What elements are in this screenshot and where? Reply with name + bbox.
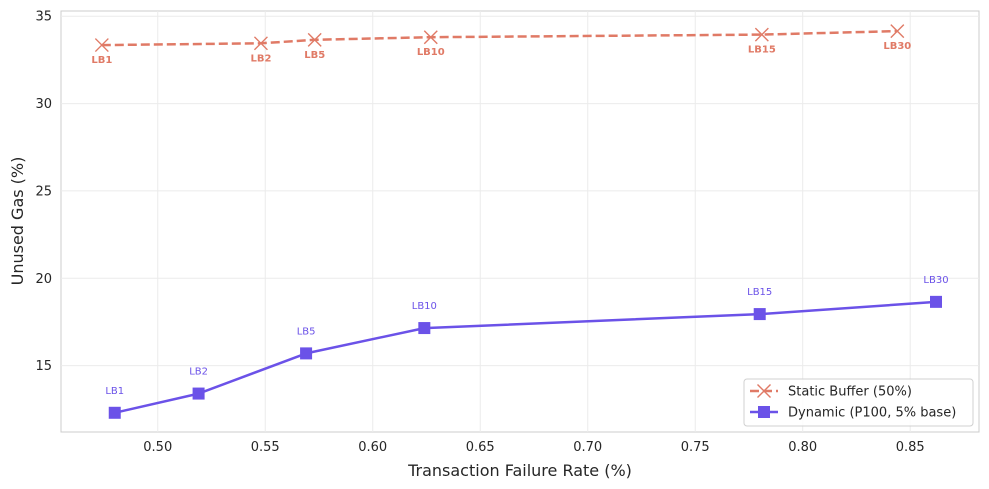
legend-marker xyxy=(758,406,770,418)
data-point-label: LB10 xyxy=(417,47,445,58)
data-point-label: LB1 xyxy=(91,55,112,66)
series-line xyxy=(114,300,937,415)
marker-stroke xyxy=(94,38,109,53)
data-point-marker xyxy=(108,406,121,419)
data-point-marker xyxy=(300,347,313,360)
legend-label: Dynamic (P100, 5% base) xyxy=(788,406,956,421)
data-point-label: LB10 xyxy=(412,301,437,312)
marker-stroke xyxy=(253,36,268,51)
legend-label: Static Buffer (50%) xyxy=(788,385,912,400)
series-line xyxy=(101,29,898,47)
data-point-marker xyxy=(930,295,943,308)
series-static-buffer: LB1 LB2 LB5 LB10 LB15 LB30 xyxy=(91,24,911,66)
legend-box xyxy=(743,378,974,427)
x-tick-label: 0.70 xyxy=(573,440,602,455)
y-tick-label: 15 xyxy=(35,359,52,374)
data-point-label: LB15 xyxy=(748,45,776,56)
marker-stroke xyxy=(757,384,771,398)
marker-stroke xyxy=(423,30,438,45)
data-point-label: LB30 xyxy=(923,275,948,286)
x-tick-label: 0.65 xyxy=(466,440,495,455)
data-point-label: LB5 xyxy=(304,50,325,61)
x-axis-ticks: 0.50 0.55 0.60 0.65 0.70 0.75 0.80 0.85 xyxy=(143,440,924,455)
data-point-label: LB2 xyxy=(189,367,208,378)
data-point-label: LB1 xyxy=(105,386,124,397)
x-tick-label: 0.75 xyxy=(681,440,710,455)
legend: Static Buffer (50%) Dynamic (P100, 5% bas… xyxy=(743,378,974,427)
data-point-marker xyxy=(423,30,438,45)
y-tick-label: 20 xyxy=(35,272,52,287)
x-tick-label: 0.60 xyxy=(358,440,387,455)
plot-area xyxy=(60,10,980,433)
x-tick-label: 0.50 xyxy=(143,440,172,455)
gridlines xyxy=(61,11,979,432)
data-point-marker xyxy=(753,308,766,321)
x-axis-title: Transaction Failure Rate (%) xyxy=(407,461,632,480)
data-point-marker xyxy=(418,322,431,335)
y-axis-ticks: 15 20 25 30 35 xyxy=(35,10,52,374)
marker-stroke xyxy=(307,32,322,47)
data-point-label: LB15 xyxy=(747,287,772,298)
data-point-marker xyxy=(754,27,769,42)
legend-item: Static Buffer (50%) xyxy=(750,384,912,400)
x-tick-label: 0.55 xyxy=(251,440,280,455)
y-tick-label: 30 xyxy=(35,97,52,112)
x-tick-label: 0.80 xyxy=(788,440,817,455)
marker-stroke xyxy=(890,24,905,39)
series-group: LB1 LB2 LB5 LB10 LB15 LB30LB1LB2LB5LB10LB15LB… xyxy=(91,24,949,419)
y-axis-title: Unused Gas (%) xyxy=(8,157,27,286)
data-point-marker xyxy=(192,387,205,400)
data-point-marker xyxy=(307,32,322,47)
data-point-marker xyxy=(94,38,109,53)
data-point-marker xyxy=(253,36,268,51)
y-tick-label: 25 xyxy=(35,184,52,199)
data-point-label: LB30 xyxy=(883,41,911,52)
data-point-label: LB2 xyxy=(250,53,271,64)
legend-item: Dynamic (P100, 5% base) xyxy=(750,406,956,421)
series-dynamic: LB1 LB2 LB5 LB10 LB15 LB30 xyxy=(105,275,949,419)
legend-marker xyxy=(757,384,771,398)
y-tick-label: 35 xyxy=(35,10,52,25)
marker-stroke xyxy=(754,27,769,42)
x-tick-label: 0.85 xyxy=(896,440,925,455)
data-point-label: LB5 xyxy=(297,326,316,337)
data-point-marker xyxy=(890,24,905,39)
